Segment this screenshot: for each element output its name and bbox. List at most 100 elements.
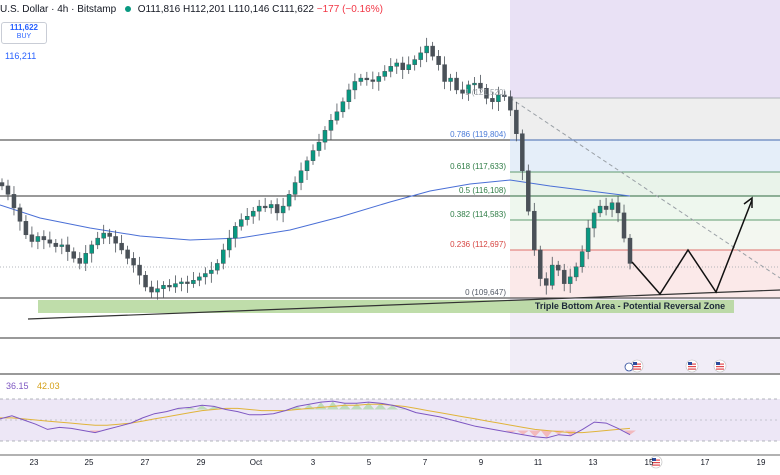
us-flag-icon bbox=[713, 359, 727, 373]
fib-label: 0.5 (116,108) bbox=[459, 186, 506, 195]
candle-body bbox=[514, 109, 519, 134]
fib-retracement-zones[interactable] bbox=[510, 0, 780, 373]
candle-body bbox=[549, 264, 555, 286]
candle-body bbox=[382, 71, 388, 77]
symbol-header[interactable]: U.S. Dollar · 4h · Bitstamp O111,816 H11… bbox=[0, 4, 383, 15]
candle-body bbox=[304, 160, 310, 172]
candle-body bbox=[436, 55, 441, 65]
candle-body bbox=[340, 101, 346, 113]
rsi-panel[interactable] bbox=[0, 398, 780, 456]
candle-body bbox=[11, 194, 17, 209]
price-change: −177 (−0.16%) bbox=[316, 4, 383, 15]
candle-body bbox=[484, 87, 489, 99]
time-axis-tick: 11 bbox=[533, 458, 543, 467]
downtrend-line bbox=[509, 97, 780, 279]
fib-zone-0236 bbox=[510, 250, 780, 298]
time-axis-tick: 5 bbox=[366, 458, 372, 467]
candle-body bbox=[496, 94, 501, 102]
fib-label: 0 (109,647) bbox=[465, 288, 506, 297]
candle-body bbox=[286, 194, 292, 207]
candle-body bbox=[615, 202, 621, 214]
fib-zone-top bbox=[510, 98, 780, 140]
fib-label: 0.618 (117,633) bbox=[450, 162, 506, 171]
candle-body bbox=[394, 62, 399, 67]
projection-arrowhead bbox=[743, 196, 753, 208]
candle-body bbox=[430, 45, 435, 57]
time-axis-tick: 15 bbox=[644, 458, 654, 467]
rsi-line bbox=[0, 400, 631, 439]
symbol-title: U.S. Dollar · 4h · Bitstamp bbox=[0, 4, 117, 15]
candle-body bbox=[520, 133, 525, 172]
time-axis-tick: 13 bbox=[588, 458, 598, 467]
candle-body bbox=[250, 210, 256, 217]
moving-average-line bbox=[0, 179, 631, 241]
candle-body bbox=[71, 251, 77, 259]
fib-label: 0.382 (114,583) bbox=[450, 210, 506, 219]
candle-body bbox=[579, 251, 585, 268]
candle-body bbox=[502, 94, 507, 97]
fib-zone-0618 bbox=[510, 172, 780, 196]
candle-body bbox=[35, 236, 41, 242]
candle-body bbox=[627, 237, 633, 264]
buy-button[interactable]: 111,622 BUY bbox=[1, 22, 47, 44]
event-flags[interactable] bbox=[624, 359, 727, 469]
time-axis-tick: 7 bbox=[422, 458, 428, 467]
time-axis-tick: 19 bbox=[756, 458, 766, 467]
candle-body bbox=[268, 204, 274, 209]
candle-body bbox=[143, 274, 148, 288]
buy-label: BUY bbox=[16, 33, 32, 40]
fib-zone-purple bbox=[510, 0, 780, 98]
candle-body bbox=[412, 59, 417, 65]
fib-label: 1 (121,520) bbox=[465, 88, 506, 97]
candle-body bbox=[460, 89, 465, 94]
candle-body bbox=[298, 170, 304, 183]
candle-body bbox=[603, 205, 609, 210]
support-trendline bbox=[27, 289, 780, 320]
time-axis-tick: 17 bbox=[700, 458, 710, 467]
candle-body bbox=[292, 182, 298, 195]
candle-body bbox=[621, 212, 627, 239]
buy-price: 111,622 bbox=[9, 23, 39, 32]
candle-body bbox=[573, 266, 579, 278]
candle-body bbox=[448, 77, 453, 82]
candle-body bbox=[526, 170, 531, 212]
candle-body bbox=[89, 244, 94, 254]
triple-bottom-annotation: Triple Bottom Area - Potential Reversal … bbox=[535, 301, 725, 311]
candle-body bbox=[478, 82, 483, 89]
ohlc-values: O111,816 H112,201 L110,146 C111,622 bbox=[137, 4, 314, 15]
rsi-legend: 36.15 42.03 bbox=[6, 381, 60, 391]
candle-body bbox=[77, 258, 83, 264]
candle-body bbox=[538, 249, 543, 279]
candle-body bbox=[101, 232, 106, 239]
us-flag-icon bbox=[649, 455, 663, 469]
candle-body bbox=[346, 89, 352, 102]
candle-body bbox=[227, 237, 232, 251]
candle-body bbox=[0, 182, 5, 187]
candle-body bbox=[406, 64, 411, 70]
candle-body bbox=[567, 276, 573, 284]
candle-body bbox=[358, 77, 364, 82]
fib-level-lines bbox=[510, 97, 780, 251]
candle-body bbox=[585, 227, 591, 252]
candle-body bbox=[137, 264, 142, 276]
candle-body bbox=[597, 205, 603, 214]
fib-label: 0.236 (112,697) bbox=[450, 240, 506, 249]
candle-body bbox=[65, 244, 71, 252]
candle-body bbox=[95, 237, 100, 246]
time-axis-tick: 3 bbox=[310, 458, 316, 467]
candle-body bbox=[466, 84, 471, 94]
candle-body bbox=[280, 205, 286, 214]
candle-body bbox=[23, 221, 29, 236]
time-axis-tick: 9 bbox=[478, 458, 484, 467]
candle-body bbox=[173, 283, 178, 288]
candlesticks[interactable] bbox=[0, 37, 633, 300]
candle-body bbox=[388, 66, 394, 72]
secondary-price: 116,211 bbox=[5, 51, 37, 61]
candle-body bbox=[376, 76, 382, 82]
fib-labels: 1 (121,520) 0.786 (119,804) 0.618 (117,633… bbox=[450, 88, 506, 297]
time-axis-tick: 25 bbox=[84, 458, 94, 467]
candle-body bbox=[161, 285, 166, 289]
candle-body bbox=[149, 286, 154, 293]
